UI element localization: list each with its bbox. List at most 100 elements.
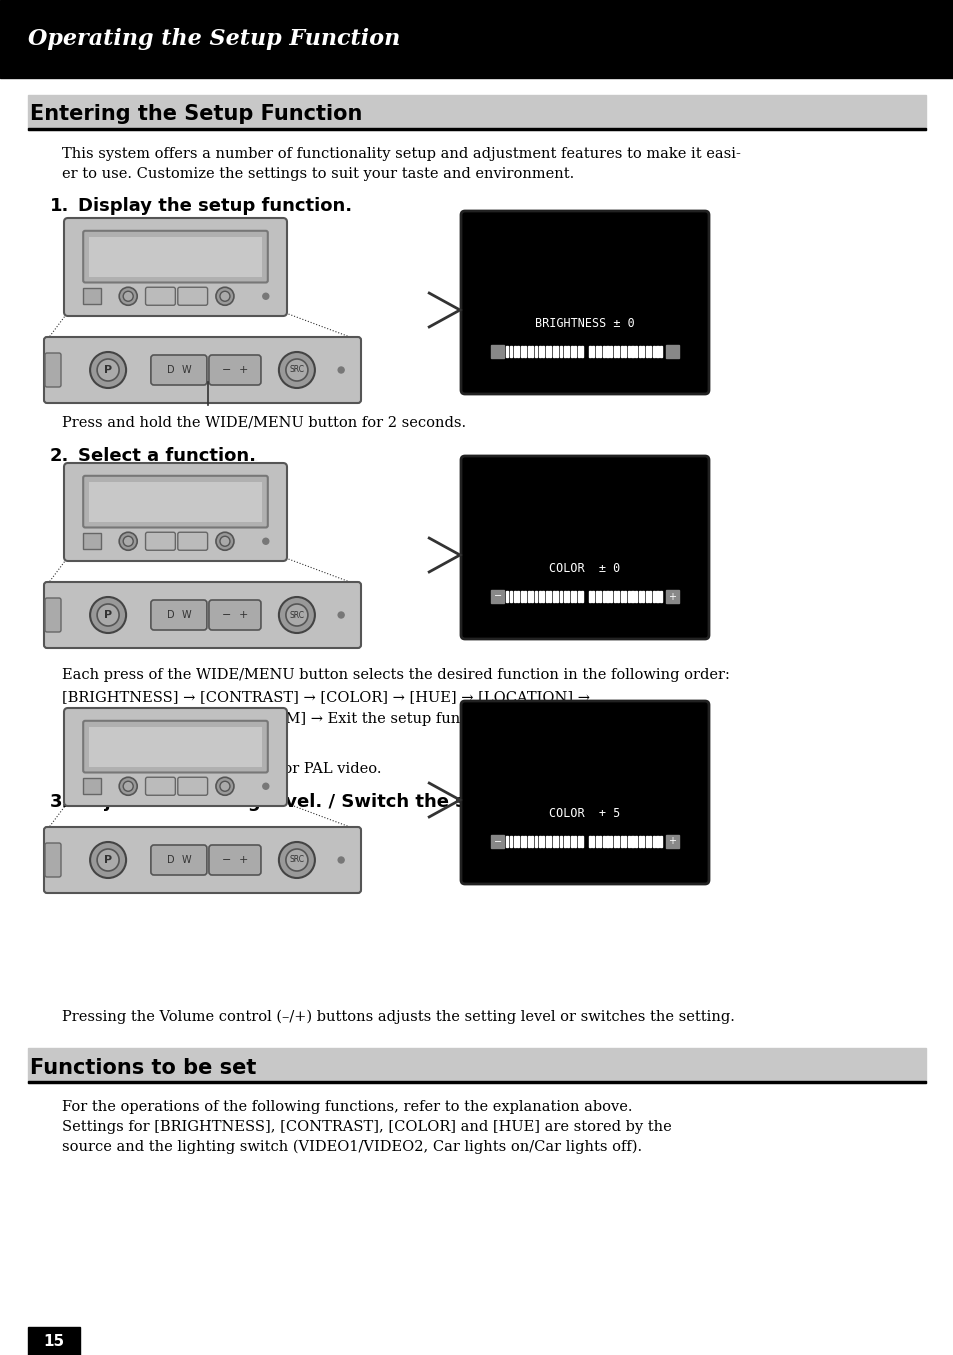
Bar (574, 836, 576, 847)
Bar (602, 346, 604, 356)
Bar (665, 589, 678, 603)
Bar (578, 836, 579, 847)
Bar (620, 591, 622, 602)
Bar (563, 836, 565, 847)
Bar (656, 346, 658, 356)
FancyBboxPatch shape (146, 778, 175, 795)
Bar (580, 836, 583, 847)
FancyBboxPatch shape (64, 218, 287, 316)
Bar (531, 346, 533, 356)
Bar (635, 591, 637, 602)
Text: SRC: SRC (289, 855, 304, 864)
Circle shape (278, 841, 314, 878)
Text: 3.: 3. (50, 793, 70, 812)
FancyBboxPatch shape (83, 721, 268, 772)
FancyBboxPatch shape (209, 846, 261, 875)
FancyBboxPatch shape (460, 211, 708, 394)
Bar (524, 591, 526, 602)
FancyBboxPatch shape (177, 287, 208, 305)
Bar (531, 836, 533, 847)
Bar (592, 836, 594, 847)
Text: •  [HUE] cannot be adjusted for PAL video.: • [HUE] cannot be adjusted for PAL video… (62, 762, 381, 776)
Bar (527, 346, 529, 356)
Text: P: P (104, 610, 112, 621)
Bar (491, 835, 504, 848)
Circle shape (215, 287, 233, 305)
Bar (631, 591, 633, 602)
Bar (527, 836, 529, 847)
Bar (570, 836, 572, 847)
Bar (563, 346, 565, 356)
Bar (598, 346, 600, 356)
Text: Select a function.: Select a function. (78, 447, 255, 465)
Bar (652, 591, 655, 602)
Bar (549, 346, 551, 356)
Circle shape (262, 538, 269, 545)
Bar (631, 836, 633, 847)
Text: −: − (222, 855, 232, 864)
Bar (598, 836, 600, 847)
Text: Note:: Note: (62, 743, 107, 756)
Text: D: D (167, 855, 174, 864)
Bar (578, 591, 579, 602)
Circle shape (215, 778, 233, 795)
FancyBboxPatch shape (460, 701, 708, 883)
Bar (83, 534, 101, 549)
Text: Adjust the setting level. / Switch the setting.: Adjust the setting level. / Switch the s… (78, 793, 534, 812)
Bar (649, 836, 651, 847)
Bar (659, 346, 661, 356)
Text: 1.: 1. (50, 196, 70, 215)
Circle shape (90, 352, 126, 388)
Circle shape (220, 291, 230, 301)
Bar (510, 346, 512, 356)
Text: SRC: SRC (289, 611, 304, 619)
Bar (623, 591, 626, 602)
Bar (541, 591, 543, 602)
Bar (580, 591, 583, 602)
Text: BRIGHTNESS ± 0: BRIGHTNESS ± 0 (535, 317, 634, 331)
Text: source and the lighting switch (VIDEO1/VIDEO2, Car lights on/Car lights off).: source and the lighting switch (VIDEO1/V… (62, 1140, 641, 1154)
Bar (645, 346, 647, 356)
Bar (649, 591, 651, 602)
Bar (513, 591, 515, 602)
Bar (656, 836, 658, 847)
Text: For the operations of the following functions, refer to the explanation above.: For the operations of the following func… (62, 1100, 632, 1114)
Bar (617, 591, 618, 602)
Bar (556, 591, 558, 602)
Text: [SPEAKER] → [COLOR SYSTEM] → Exit the setup function.: [SPEAKER] → [COLOR SYSTEM] → Exit the se… (62, 711, 501, 726)
Text: Entering the Setup Function: Entering the Setup Function (30, 104, 362, 125)
FancyBboxPatch shape (151, 846, 207, 875)
Bar (520, 591, 522, 602)
Bar (556, 836, 558, 847)
FancyBboxPatch shape (45, 598, 61, 631)
Bar (491, 589, 504, 603)
Text: +: + (239, 855, 249, 864)
Bar (570, 591, 572, 602)
Bar (631, 346, 633, 356)
Bar (541, 836, 543, 847)
Bar (659, 591, 661, 602)
Bar (563, 591, 565, 602)
Bar (588, 836, 590, 847)
Bar (513, 836, 515, 847)
Bar (606, 346, 608, 356)
Circle shape (286, 850, 308, 871)
FancyBboxPatch shape (151, 355, 207, 385)
Bar (613, 591, 615, 602)
Circle shape (278, 598, 314, 633)
Text: D: D (167, 610, 174, 621)
Bar (623, 346, 626, 356)
Bar (641, 836, 643, 847)
Bar (83, 289, 101, 305)
Bar (517, 836, 518, 847)
Bar (510, 591, 512, 602)
Bar (592, 591, 594, 602)
Bar (641, 346, 643, 356)
Circle shape (215, 533, 233, 550)
Bar (549, 836, 551, 847)
Text: Pressing the Volume control (–/+) buttons adjusts the setting level or switches : Pressing the Volume control (–/+) button… (62, 1009, 734, 1024)
Bar (613, 346, 615, 356)
FancyBboxPatch shape (64, 709, 287, 806)
FancyBboxPatch shape (151, 600, 207, 630)
Circle shape (262, 783, 269, 789)
